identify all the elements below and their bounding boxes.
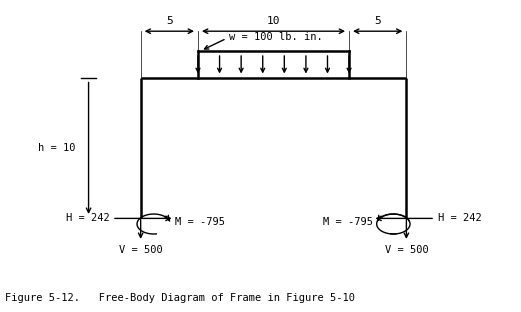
Text: M = -795: M = -795 xyxy=(175,217,225,227)
Text: 10: 10 xyxy=(267,16,280,26)
Text: h = 10: h = 10 xyxy=(38,143,76,153)
Text: 5: 5 xyxy=(375,16,381,26)
Text: V = 500: V = 500 xyxy=(119,245,163,255)
Text: V = 500: V = 500 xyxy=(384,245,428,255)
Text: H = 242: H = 242 xyxy=(66,213,109,223)
Text: M = -795: M = -795 xyxy=(322,217,373,227)
Text: w = 100 lb. in.: w = 100 lb. in. xyxy=(229,32,323,42)
Text: H = 242: H = 242 xyxy=(438,213,481,223)
Text: Figure 5-12.   Free-Body Diagram of Frame in Figure 5-10: Figure 5-12. Free-Body Diagram of Frame … xyxy=(5,293,355,303)
Text: 5: 5 xyxy=(166,16,172,26)
